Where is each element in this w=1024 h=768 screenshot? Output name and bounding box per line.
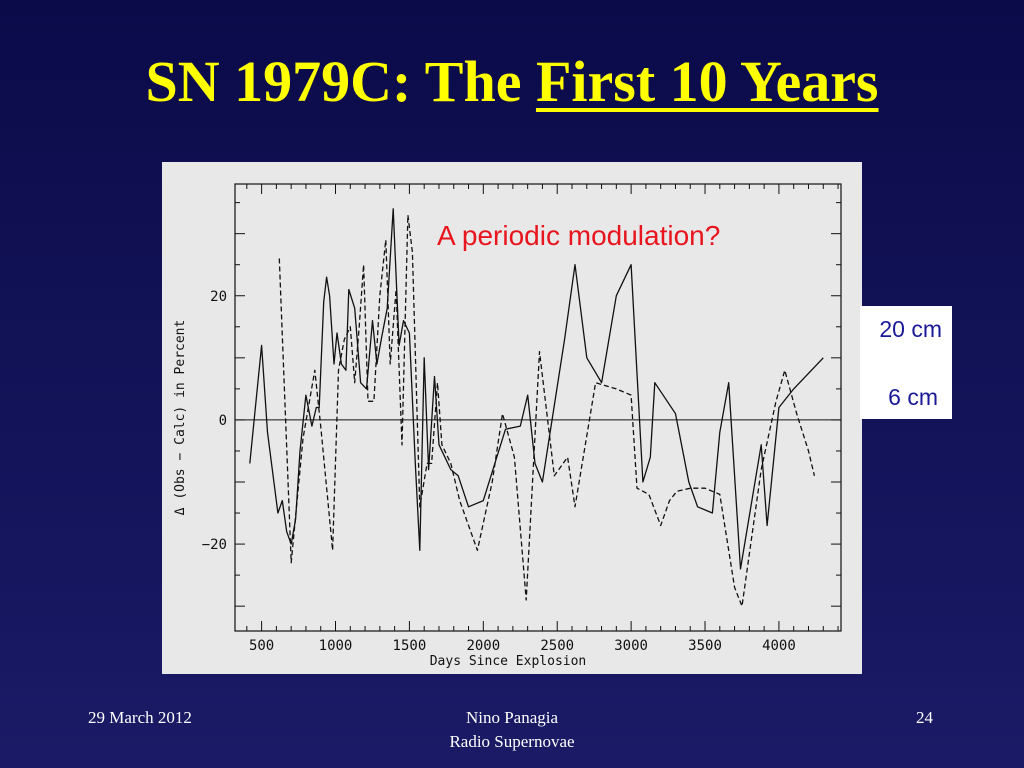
footer-author-name: Nino Panagia [465,708,559,727]
x-tick-label: 1500 [393,638,427,654]
x-tick-label: 500 [249,638,274,654]
page-number: 24 [916,708,933,727]
x-tick-label: 3000 [614,638,648,654]
series-line-20cm [249,208,824,570]
x-tick-label: 2000 [466,638,500,654]
x-tick-label: 3500 [688,638,722,654]
chart-figure: 500 1000 1500 2000 2500 3000 3500 4000 −20 0 20 Day… [162,162,862,674]
slide-title: SN 1979C: The First 10 Years [0,46,1024,118]
series-line-6cm [278,214,816,607]
title-prefix: SN 1979C: The [145,49,536,114]
chart-annotation: A periodic modulation? [437,220,721,251]
y-tick-label: −20 [202,537,227,553]
legend-entry-20cm: 20 cm [879,316,942,342]
plot-frame [234,183,842,632]
x-axis-label: Days Since Explosion [430,654,587,669]
y-axis-label: Δ (Obs − Calc) in Percent [173,320,188,516]
y-tick-label: 20 [210,289,227,305]
footer-date: 29 March 2012 [88,708,192,727]
chart-legend: 20 cm 6 cm [860,306,952,419]
footer-author: Nino Panagia Radio Supernovae [0,706,1024,754]
x-tick-label: 4000 [762,638,796,654]
x-tick-label: 1000 [319,638,353,654]
residuals-chart: 500 1000 1500 2000 2500 3000 3500 4000 −20 0 20 Day… [173,183,842,669]
y-tick-label: 0 [219,413,227,429]
footer-author-topic: Radio Supernovae [449,732,575,751]
title-underlined: First 10 Years [535,49,879,114]
x-tick-label: 2500 [540,638,574,654]
legend-entry-6cm: 6 cm [888,384,938,410]
